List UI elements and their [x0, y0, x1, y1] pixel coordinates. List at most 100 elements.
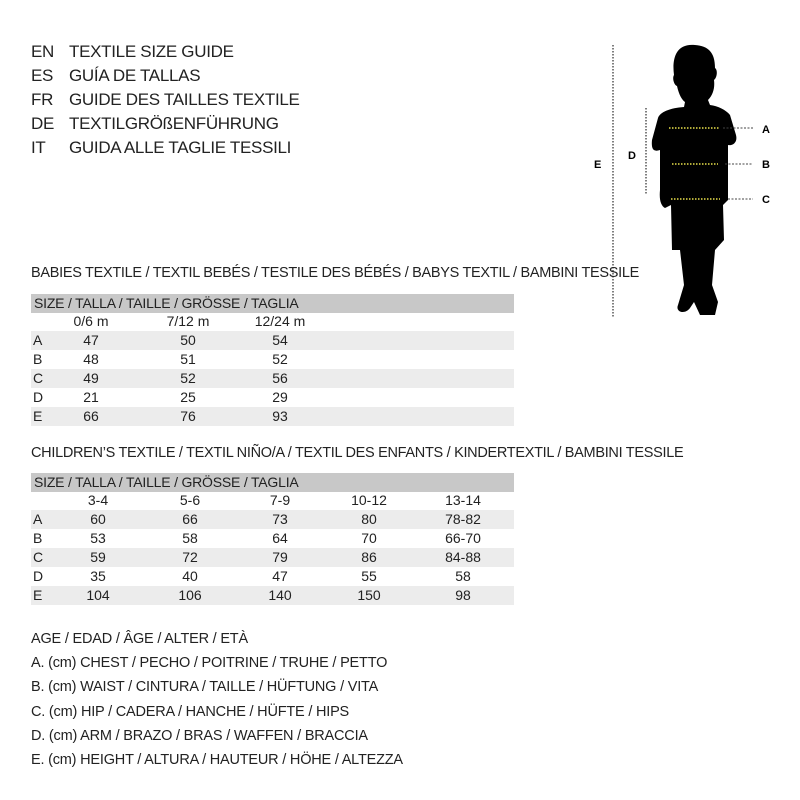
language-code: IT [31, 138, 46, 157]
table-cell: 47 [83, 332, 99, 348]
row-label: C [33, 549, 44, 565]
language-title: GUIDA ALLE TAGLIE TESSILI [69, 138, 292, 157]
table-cell: 59 [90, 549, 106, 565]
table-cell: 60 [90, 511, 106, 527]
table-cell: 104 [86, 587, 110, 603]
table-cell: 79 [272, 549, 288, 565]
language-title: TEXTILE SIZE GUIDE [69, 42, 234, 61]
table-cell: 50 [180, 332, 196, 348]
table-cell: 52 [180, 370, 196, 386]
table-row: C 59 72 79 86 84-88 [31, 548, 514, 567]
size-header-label: SIZE / TALLA / TAILLE / GRÖSSE / TAGLIA [34, 295, 299, 311]
table-cell: 54 [272, 332, 288, 348]
language-title: TEXTILGRÖßENFÜHRUNG [69, 114, 279, 133]
legend-item: A. (cm) CHEST / PECHO / POITRINE / TRUHE… [31, 655, 388, 672]
legend-item: E. (cm) HEIGHT / ALTURA / HAUTEUR / HÖHE… [31, 752, 403, 768]
table-cell: 47 [272, 568, 288, 584]
table-cell: 66 [182, 511, 198, 527]
table-cell: 140 [268, 587, 292, 603]
table-cell: 66 [83, 408, 99, 424]
column-header: 7-9 [269, 492, 291, 508]
table-cell: 72 [182, 549, 198, 565]
table-cell: 52 [272, 351, 288, 367]
table-cell: 48 [83, 351, 99, 367]
table-row: B 53 58 64 70 66-70 [31, 529, 514, 548]
table-cell: 58 [182, 530, 198, 546]
table-row: A 47 50 54 [31, 331, 514, 350]
table-header: SIZE / TALLA / TAILLE / GRÖSSE / TAGLIA [31, 473, 514, 492]
label-b: B [762, 159, 770, 171]
babies-section-title: BABIES TEXTILE / TEXTIL BEBÉS / TESTILE … [31, 265, 639, 281]
table-cell: 49 [83, 370, 99, 386]
language-code: FR [31, 90, 54, 109]
column-header: 12/24 m [254, 313, 306, 329]
table-cell: 150 [357, 587, 381, 603]
label-d: D [628, 150, 636, 162]
legend-item: C. (cm) HIP / CADERA / HANCHE / HÜFTE / … [31, 703, 350, 720]
row-label: D [33, 568, 44, 584]
column-header-row: 3-4 5-6 7-9 10-12 13-14 [31, 491, 514, 510]
row-label: C [33, 370, 44, 386]
legend-item: D. (cm) ARM / BRAZO / BRAS / WAFFEN / BR… [31, 727, 368, 744]
legend-item: B. (cm) WAIST / CINTURA / TAILLE / HÜFTU… [31, 679, 379, 696]
table-row: D 35 40 47 55 58 [31, 567, 514, 586]
column-header: 7/12 m [166, 313, 210, 329]
table-row: C 49 52 56 [31, 369, 514, 388]
language-title: GUÍA DE TALLAS [69, 66, 201, 85]
row-label: B [33, 530, 43, 546]
table-cell: 70 [361, 530, 377, 546]
column-header: 0/6 m [73, 313, 109, 329]
language-title: GUIDE DES TAILLES TEXTILE [69, 90, 300, 109]
table-cell: 106 [178, 587, 202, 603]
table-cell: 84-88 [445, 549, 481, 565]
table-cell: 51 [180, 351, 196, 367]
row-label: A [33, 332, 43, 348]
table-cell: 55 [361, 568, 377, 584]
language-code: DE [31, 114, 55, 133]
column-header: 3-4 [87, 492, 109, 508]
label-e: E [594, 159, 601, 171]
table-cell: 21 [83, 389, 99, 405]
row-label: E [33, 587, 43, 603]
table-cell: 64 [272, 530, 288, 546]
table-header: SIZE / TALLA / TAILLE / GRÖSSE / TAGLIA [31, 294, 514, 313]
column-header: 10-12 [351, 492, 387, 508]
row-label: E [33, 408, 43, 424]
column-header: 13-14 [445, 492, 481, 508]
column-header-row: 0/6 m 7/12 m 12/24 m [31, 312, 514, 331]
table-cell: 76 [180, 408, 196, 424]
table-cell: 56 [272, 370, 288, 386]
table-cell: 58 [455, 568, 471, 584]
row-label: B [33, 351, 43, 367]
table-cell: 98 [455, 587, 471, 603]
label-a: A [762, 124, 770, 136]
table-row: B 48 51 52 [31, 350, 514, 369]
language-code: EN [31, 42, 55, 61]
table-cell: 86 [361, 549, 377, 565]
table-row: E 66 76 93 [31, 407, 514, 426]
table-cell: 66-70 [445, 530, 481, 546]
table-cell: 80 [361, 511, 377, 527]
table-cell: 53 [90, 530, 106, 546]
table-row: A 60 66 73 80 78-82 [31, 510, 514, 529]
table-cell: 93 [272, 408, 288, 424]
table-cell: 35 [90, 568, 106, 584]
table-row: E 104 106 140 150 98 [31, 586, 514, 605]
size-header-label: SIZE / TALLA / TAILLE / GRÖSSE / TAGLIA [34, 474, 299, 490]
column-header: 5-6 [179, 492, 201, 508]
label-c: C [762, 194, 770, 206]
table-cell: 25 [180, 389, 196, 405]
row-label: D [33, 389, 44, 405]
table-row: D 21 25 29 [31, 388, 514, 407]
children-section-title: CHILDREN’S TEXTILE / TEXTIL NIÑO/A / TEX… [31, 445, 684, 461]
row-label: A [33, 511, 43, 527]
child-silhouette-icon: A B C D E [594, 44, 770, 318]
table-cell: 40 [182, 568, 198, 584]
legend-item: AGE / EDAD / ÂGE / ALTER / ETÀ [31, 631, 248, 647]
table-cell: 73 [272, 511, 288, 527]
language-code: ES [31, 66, 54, 85]
table-cell: 78-82 [445, 511, 481, 527]
child-silhouette [651, 44, 737, 316]
table-cell: 29 [272, 389, 288, 405]
